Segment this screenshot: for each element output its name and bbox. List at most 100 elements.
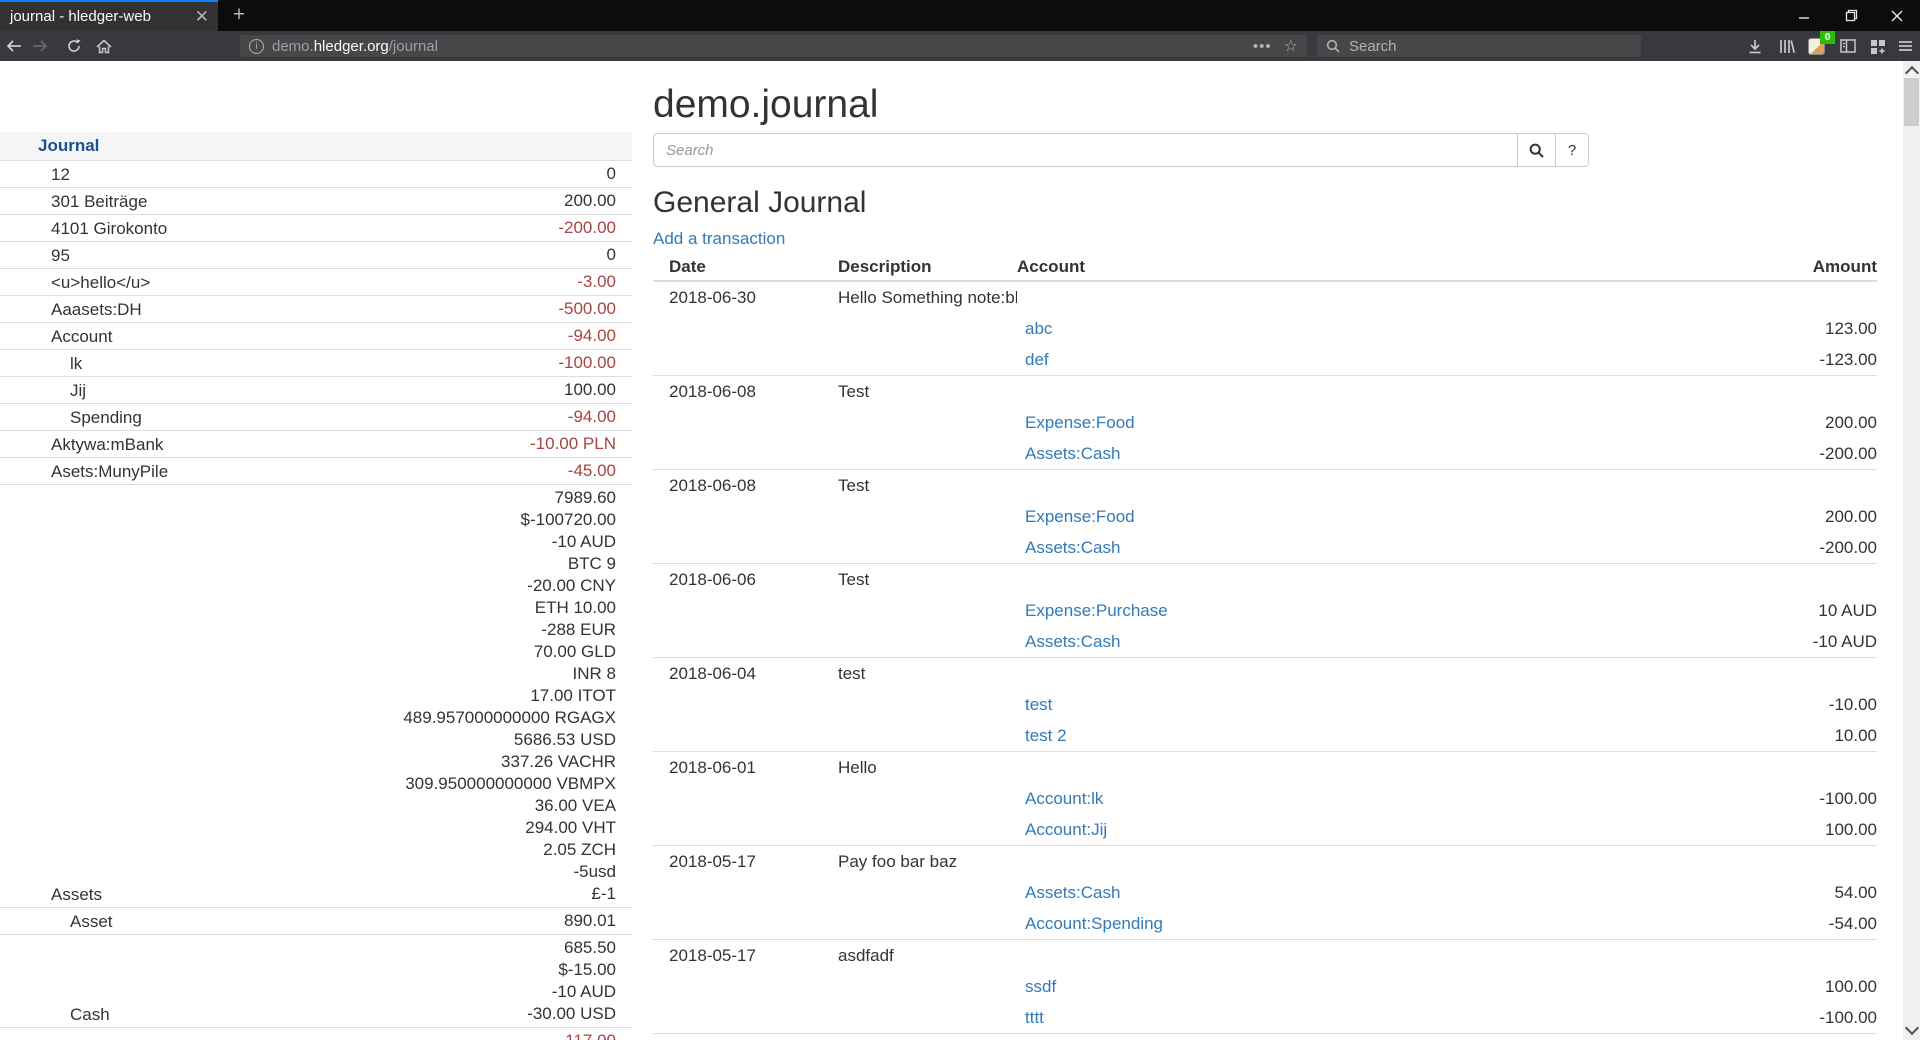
url-bar[interactable]: i demo.hledger.org/journal ••• ☆ <box>240 35 1307 57</box>
window-restore-button[interactable] <box>1828 0 1874 31</box>
home-button[interactable] <box>90 32 118 60</box>
apps-button[interactable] <box>1866 34 1890 58</box>
downloads-button[interactable] <box>1743 34 1767 58</box>
account-balance: -200.00 <box>263 215 632 242</box>
scroll-down-icon[interactable] <box>1904 1020 1920 1036</box>
reload-button[interactable] <box>60 32 88 60</box>
journal-search-button[interactable] <box>1517 133 1556 167</box>
balance-amount: 309.950000000000 VBMPX <box>405 774 616 793</box>
journal-link[interactable]: Journal <box>0 132 632 161</box>
posting-account-link[interactable]: Assets:Cash <box>1025 538 1121 557</box>
posting-account-link[interactable]: tttt <box>1025 1008 1044 1027</box>
transaction-row: 2018-06-04 test <box>653 657 1877 689</box>
posting-account-link[interactable]: Expense:Food <box>1025 413 1135 432</box>
sidebar-toggle-button[interactable] <box>1836 34 1860 58</box>
toolbar-search-box[interactable] <box>1317 35 1641 57</box>
page-actions-icon[interactable]: ••• <box>1252 37 1272 55</box>
transaction-date: 2018-06-30 <box>669 288 756 307</box>
library-button[interactable] <box>1775 34 1799 58</box>
forward-icon <box>32 40 47 52</box>
page-scrollbar[interactable] <box>1903 61 1920 1040</box>
account-name[interactable]: Cash <box>70 1005 110 1024</box>
account-name[interactable]: lk <box>70 354 83 373</box>
account-name[interactable]: 4101 Girokonto <box>51 219 168 238</box>
back-button[interactable] <box>0 32 28 60</box>
spacer <box>1577 563 1877 595</box>
tab-title: journal - hledger-web <box>10 8 151 25</box>
tab-close-icon[interactable]: ✕ <box>194 7 209 26</box>
window-close-button[interactable] <box>1874 0 1920 31</box>
posting-account-link[interactable]: ssdf <box>1025 977 1057 996</box>
browser-titlebar: journal - hledger-web ✕ + <box>0 0 1920 31</box>
spacer <box>1017 845 1577 877</box>
posting-account-link[interactable]: Account:Spending <box>1025 914 1163 933</box>
site-info-icon[interactable]: i <box>249 38 264 54</box>
account-balance: 890.01 <box>263 908 632 935</box>
page-content: Journal 12 0 301 Beiträge 200.00 4101 Giroko… <box>0 61 1903 1040</box>
account-name[interactable]: Jij <box>70 381 87 400</box>
account-name[interactable]: Asets:MunyPile <box>51 462 169 481</box>
spacer <box>653 595 838 626</box>
account-name[interactable]: Assets <box>51 885 103 904</box>
transaction-date: 2018-06-01 <box>653 751 838 783</box>
menu-button[interactable] <box>1893 34 1917 58</box>
posting-account-link[interactable]: Account:Jij <box>1025 820 1108 839</box>
download-icon <box>1749 39 1761 53</box>
sidebar: Journal 12 0 301 Beiträge 200.00 4101 Giroko… <box>0 61 632 1040</box>
balance-amount: -20.00 CNY <box>527 576 616 595</box>
account-balance: 0 <box>263 161 632 188</box>
balance-amount: 36.00 VEA <box>534 796 616 815</box>
account-name[interactable]: 95 <box>51 246 70 265</box>
posting-account-link[interactable]: test 2 <box>1025 726 1067 745</box>
spacer <box>1017 657 1577 689</box>
spacer <box>1017 563 1577 595</box>
spacer <box>838 438 1017 470</box>
search-icon <box>1529 143 1544 158</box>
forward-button[interactable] <box>25 32 53 60</box>
posting-account-link[interactable]: Account:lk <box>1025 789 1104 808</box>
posting-account: test <box>1017 689 1577 720</box>
sidebar-account-row: Aaasets:DH -500.00 <box>0 295 632 323</box>
scrollbar-thumb[interactable] <box>1904 78 1919 126</box>
posting-account-link[interactable]: abc <box>1025 319 1053 338</box>
account-name[interactable]: Aaasets:DH <box>51 300 142 319</box>
posting-account-link[interactable]: def <box>1025 350 1049 369</box>
account-name[interactable]: 301 Beiträge <box>51 192 148 211</box>
balance-amount: -10 AUD <box>551 982 616 1001</box>
spacer <box>653 438 838 470</box>
transaction-date: 2018-05-17 <box>653 1033 838 1040</box>
toolbar-search-input[interactable] <box>1347 36 1641 56</box>
balance-amount: -45.00 <box>567 461 616 480</box>
account-balance: -3.00 <box>263 269 632 296</box>
balance-amount: -500.00 <box>558 299 616 318</box>
posting-row: Assets:Cash 54.00 <box>653 877 1877 908</box>
balance-amount: ETH 10.00 <box>534 598 616 617</box>
new-tab-button[interactable]: + <box>232 3 246 26</box>
extension-button[interactable]: 0 <box>1804 31 1835 58</box>
add-transaction-link[interactable]: Add a transaction <box>653 229 786 248</box>
window-minimize-button[interactable] <box>1781 0 1827 31</box>
posting-account-link[interactable]: Assets:Cash <box>1025 883 1121 902</box>
account-name[interactable]: Aktywa:mBank <box>51 435 164 454</box>
posting-account-link[interactable]: test <box>1025 695 1053 714</box>
bookmark-star-icon[interactable]: ☆ <box>1283 38 1298 55</box>
account-name[interactable]: Account <box>51 327 113 346</box>
spacer <box>1017 939 1577 971</box>
account-name[interactable]: Asset <box>70 912 113 931</box>
transaction-row: 2018-05-17 Pay foo bar baz <box>653 845 1877 877</box>
posting-account-link[interactable]: Assets:Cash <box>1025 632 1121 651</box>
posting-account-link[interactable]: Assets:Cash <box>1025 444 1121 463</box>
journal-search-input[interactable] <box>653 133 1518 167</box>
posting-account: Expense:Food <box>1017 501 1577 532</box>
posting-account-link[interactable]: Expense:Food <box>1025 507 1135 526</box>
browser-tab[interactable]: journal - hledger-web ✕ <box>0 0 218 31</box>
search-help-button[interactable]: ? <box>1555 133 1589 167</box>
spacer <box>838 501 1017 532</box>
posting-account-link[interactable]: Expense:Purchase <box>1025 601 1168 620</box>
posting-account: ssdf <box>1017 971 1577 1002</box>
account-name[interactable]: <u>hello</u> <box>51 273 151 292</box>
balance-amount: -94.00 <box>567 326 616 345</box>
url-subdomain: demo. <box>272 37 314 55</box>
account-name[interactable]: Spending <box>70 408 142 427</box>
account-name[interactable]: 12 <box>51 165 70 184</box>
